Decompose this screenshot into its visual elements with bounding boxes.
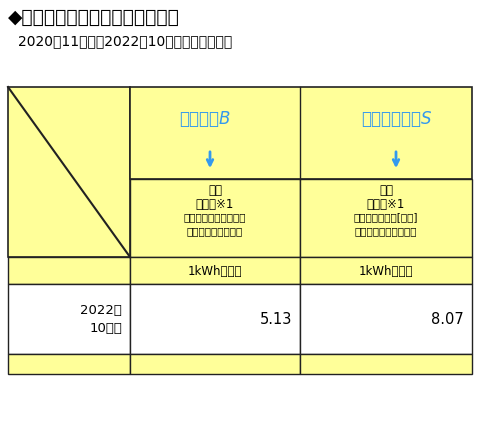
Bar [8,354,130,374]
Bar [8,258,130,284]
Bar [300,258,472,284]
Bar [300,354,472,374]
Text: エリア※1: エリア※1 [196,197,234,211]
Text: エリア※1: エリア※1 [367,197,405,211]
Text: ◆燃料費調整単価一覧表（低圧）: ◆燃料費調整単価一覧表（低圧） [8,8,180,27]
Text: （電気需給約款[低圧]: （電気需給約款[低圧] [354,212,418,221]
Text: 適用を受ける場合）: 適用を受ける場合） [187,225,243,236]
Bar [8,88,130,258]
Bar [130,258,300,284]
Bar [130,180,300,258]
Text: スタンダードS: スタンダードS [361,110,431,128]
Text: 1kWhにつき: 1kWhにつき [188,264,242,277]
Text: （特定小売供給約款の: （特定小売供給約款の [184,212,246,221]
Bar [300,180,472,258]
Text: 関東: 関東 [379,184,393,197]
Bar [300,284,472,354]
Bar [130,88,472,180]
Text: 従量電灯B: 従量電灯B [180,110,231,128]
Text: 関東: 関東 [208,184,222,197]
Text: の適用を受ける場合）: の適用を受ける場合） [355,225,417,236]
Text: 5.13: 5.13 [260,312,292,327]
Text: 8.07: 8.07 [431,312,464,327]
Bar [130,354,300,374]
Bar [8,284,130,354]
Text: 2020年11月分～2022年10月分の電気料金に: 2020年11月分～2022年10月分の電気料金に [18,34,232,48]
Text: 10月分: 10月分 [89,322,122,335]
Text: 2022年: 2022年 [80,304,122,317]
Text: 1kWhにつき: 1kWhにつき [359,264,413,277]
Bar [130,284,300,354]
